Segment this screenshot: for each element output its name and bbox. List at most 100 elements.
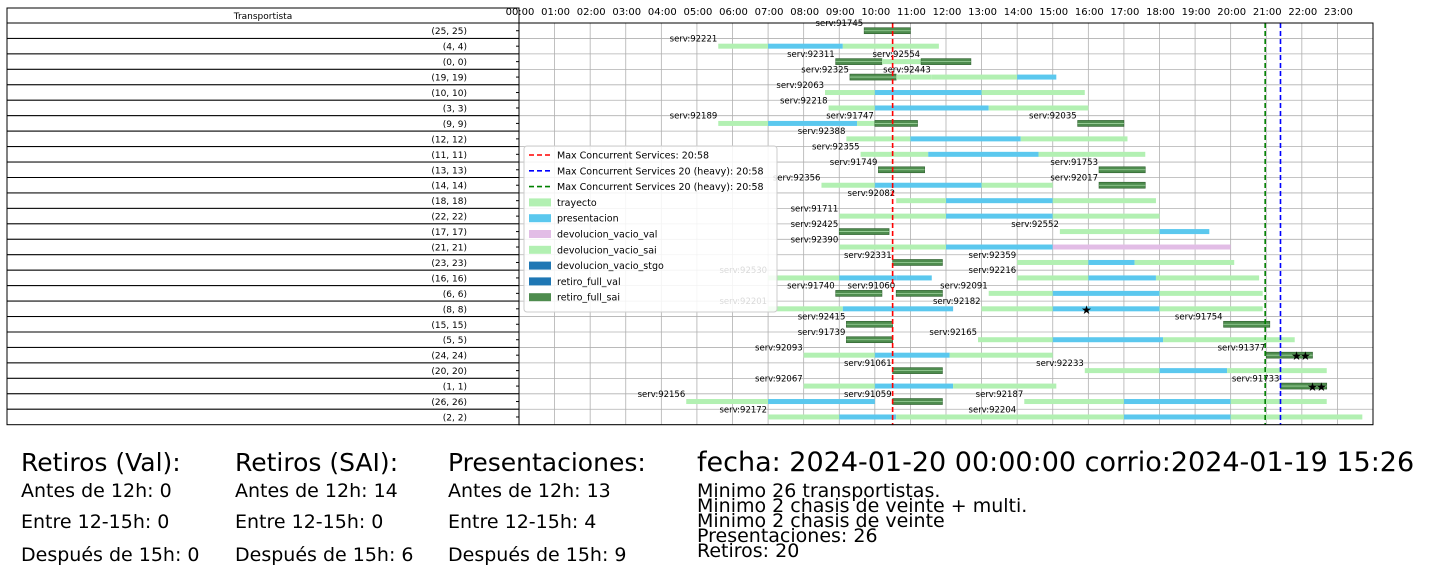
x-tick-label: 19:00 — [1182, 7, 1211, 18]
segment-trayecto — [1017, 414, 1124, 420]
service-label: serv:91754 — [1175, 313, 1223, 323]
x-tick-label: 08:00 — [790, 7, 819, 18]
service-label: serv:92156 — [638, 390, 686, 400]
presentaciones-line-3: Después de 15h: 9 — [448, 544, 627, 566]
x-tick-label: 10:00 — [861, 7, 890, 18]
row-label: (17, 17) — [431, 228, 467, 238]
retiros-val-block: Retiros (Val): Antes de 12h: 0 Entre 12-… — [21, 448, 221, 572]
note-line-1: Minimo 26 transportistas. — [697, 480, 941, 502]
row-label: (12, 12) — [431, 135, 467, 145]
x-tick-label: 13:00 — [968, 7, 997, 18]
service-label: serv:92216 — [969, 266, 1017, 276]
segment-presentacion — [1123, 414, 1231, 420]
service-label: serv:92311 — [787, 50, 835, 60]
row-label: (4, 4) — [443, 43, 467, 53]
row-label: (22, 22) — [431, 213, 467, 223]
segment-trayecto — [978, 337, 1053, 343]
row-label: (9, 9) — [443, 120, 467, 130]
retiros-val-title: Retiros (Val): — [21, 448, 181, 477]
segment-trayecto — [896, 74, 932, 80]
segment-presentacion — [910, 136, 1021, 142]
segment-presentacion — [946, 244, 1053, 250]
star-marker: ★ — [1291, 349, 1302, 363]
service-label: serv:91740 — [787, 282, 835, 292]
service-label: serv:92182 — [933, 297, 981, 307]
segment-presentacion — [842, 306, 954, 312]
segment-presentacion — [1088, 259, 1135, 265]
segment-presentacion — [874, 90, 982, 96]
row-label: (18, 18) — [431, 197, 467, 207]
segment-trayecto — [1155, 275, 1260, 281]
retiros-sai-line-3: Después de 15h: 6 — [235, 544, 414, 566]
segment-trayecto — [1134, 259, 1235, 265]
segment-trayecto — [803, 352, 875, 358]
row-label: (2, 2) — [443, 413, 467, 423]
row-label: (20, 20) — [431, 367, 467, 377]
service-label: serv:92359 — [969, 251, 1017, 261]
service-label: serv:91753 — [1050, 158, 1098, 168]
segment-trayecto — [828, 105, 875, 111]
segment-presentacion — [946, 198, 1053, 204]
presentaciones-block: Presentaciones: Antes de 12h: 13 Entre 1… — [448, 448, 668, 572]
segment-trayecto — [1230, 414, 1363, 420]
segment-trayecto — [718, 120, 769, 126]
note-line-3: Minimo 2 chasis de veinte — [697, 510, 945, 532]
service-label: serv:92035 — [1029, 112, 1077, 122]
x-tick-label: 23:00 — [1324, 7, 1353, 18]
segment-trayecto — [1059, 229, 1160, 235]
row-label: (1, 1) — [443, 383, 467, 393]
x-tick-label: 00:00 — [506, 7, 535, 18]
segment-presentacion — [946, 213, 1053, 219]
segment-trayecto — [946, 414, 1018, 420]
segment-trayecto — [1017, 275, 1089, 281]
row-label: (11, 11) — [431, 151, 467, 161]
legend-box — [523, 145, 778, 313]
segment-trayecto — [1024, 399, 1124, 405]
x-tick-label: 12:00 — [933, 7, 962, 18]
note-line-5: Retiros: 20 — [697, 540, 800, 562]
segment-presentacion — [1052, 290, 1160, 296]
retiros-sai-block: Retiros (SAI): Antes de 12h: 14 Entre 12… — [235, 448, 435, 572]
segment-presentacion — [1159, 229, 1210, 235]
service-label: serv:92093 — [755, 343, 803, 353]
row-label: (23, 23) — [431, 259, 467, 269]
service-label: serv:92017 — [1050, 174, 1098, 184]
row-label: (21, 21) — [431, 244, 467, 254]
service-label: serv:92415 — [798, 313, 846, 323]
segment-trayecto — [686, 399, 769, 405]
legend-label: trayecto — [557, 198, 597, 209]
segment-trayecto — [896, 414, 946, 420]
segment-trayecto — [842, 43, 939, 49]
presentaciones-line-1: Antes de 12h: 13 — [448, 480, 611, 502]
segment-trayecto — [825, 90, 875, 96]
segment-presentacion — [896, 275, 932, 281]
segment-trayecto — [1038, 151, 1146, 157]
x-tick-label: 18:00 — [1146, 7, 1175, 18]
segment-presentacion — [1123, 399, 1231, 405]
segment-trayecto — [1017, 259, 1089, 265]
segment-trayecto — [718, 43, 769, 49]
segment-presentacion — [874, 182, 982, 188]
service-label: serv:92221 — [670, 34, 718, 44]
service-label: serv:91060 — [848, 282, 896, 292]
legend-patch-swatch — [529, 214, 551, 223]
segment-trayecto — [953, 383, 1057, 389]
x-tick-label: 16:00 — [1075, 7, 1104, 18]
row-label: (8, 8) — [443, 305, 467, 315]
gantt-chart: Transportista (25, 25) (4, 4) (0, 0) (19, 19… — [6, 7, 1374, 426]
star-marker: ★ — [1300, 349, 1311, 363]
segment-presentacion — [768, 399, 875, 405]
segment-trayecto — [1159, 290, 1263, 296]
segment-trayecto — [803, 383, 875, 389]
segment-presentacion — [1052, 306, 1160, 312]
service-label: serv:92356 — [773, 174, 821, 184]
segment-trayecto — [981, 306, 1053, 312]
segment-trayecto — [988, 105, 1089, 111]
segment-presentacion — [1017, 74, 1057, 80]
service-label: serv:92172 — [719, 405, 767, 415]
segment-presentacion — [839, 275, 897, 281]
legend-patch-swatch — [529, 293, 551, 302]
x-tick-label: 17:00 — [1111, 7, 1140, 18]
legend-label: Max Concurrent Services 20 (heavy): 20:5… — [557, 182, 764, 193]
segment-trayecto — [1020, 136, 1128, 142]
